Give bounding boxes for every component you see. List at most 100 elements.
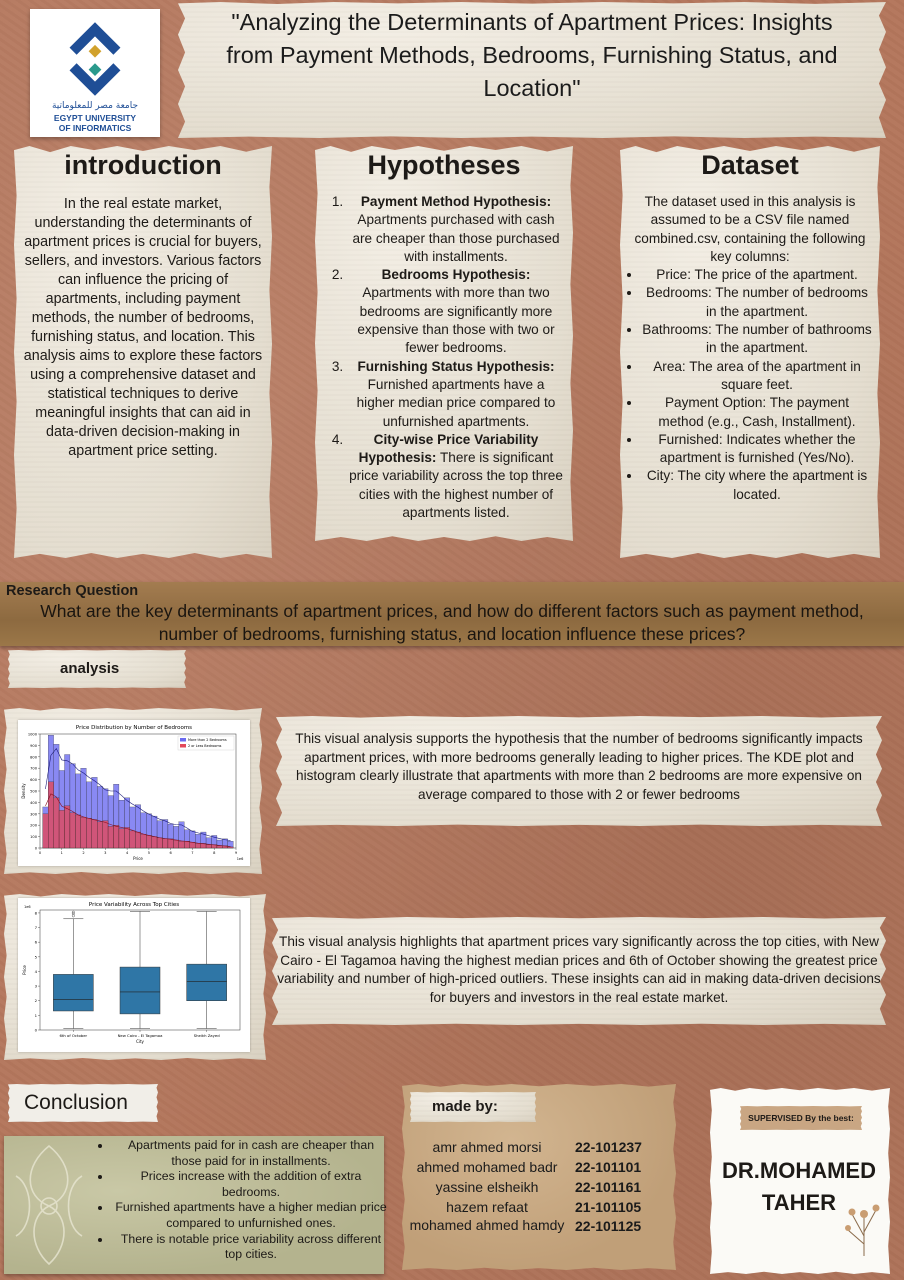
histogram-bar — [97, 821, 103, 849]
dataset-intro: The dataset used in this analysis is ass… — [634, 194, 866, 264]
y-tick-label: 1 — [35, 1013, 38, 1018]
histogram-bar — [91, 819, 98, 849]
histogram-bar — [113, 825, 120, 849]
histogram-bar — [53, 797, 60, 849]
analysis-text-2-panel: This visual analysis highlights that apa… — [272, 917, 886, 1025]
hypothesis-item: City-wise Price Variability Hypothesis: … — [347, 431, 565, 522]
hypothesis-text: Apartments purchased with cash are cheap… — [352, 212, 560, 264]
y-tick-label: 400 — [30, 801, 38, 805]
y-tick-label: 0 — [35, 1028, 38, 1033]
analysis-text-2: This visual analysis highlights that apa… — [277, 934, 881, 1005]
member-name: hazem refaat — [446, 1199, 528, 1215]
outlier-point — [71, 912, 75, 916]
y-tick-label: 200 — [30, 824, 38, 828]
histogram-bar — [184, 841, 190, 849]
x-tick-label: 2 — [82, 851, 84, 855]
hypothesis-title: Furnishing Status Hypothesis: — [357, 358, 555, 374]
bedrooms-price-chart: Price Distribution by Number of Bedrooms… — [21, 725, 243, 861]
histogram-bar — [227, 846, 234, 849]
histogram-bar — [178, 841, 185, 849]
histogram-bar — [64, 805, 71, 849]
hypotheses-heading: Hypotheses — [367, 150, 521, 180]
kde-line — [45, 747, 231, 841]
dataset-heading: Dataset — [701, 150, 799, 180]
histogram-bar — [135, 831, 141, 849]
dataset-column-item: Payment Option: The payment method (e.g.… — [642, 394, 872, 431]
hypothesis-title: Payment Method Hypothesis: — [360, 194, 552, 209]
title-line-2: from Payment Methods, Bedrooms, Furnishi… — [226, 42, 838, 68]
introduction-heading: introduction — [64, 150, 222, 180]
floral-ornament-icon — [15, 1144, 83, 1266]
member-id: 22-101161 — [575, 1179, 642, 1195]
conclusion-list: Apartments paid for in cash are cheaper … — [100, 1138, 390, 1263]
x-tick-label: 7 — [191, 851, 193, 855]
y-tick-label: 600 — [30, 778, 38, 782]
dataset-panel: Dataset The dataset used in this analysi… — [620, 146, 880, 558]
x-tick-label: Sheikh Zayed — [194, 1033, 221, 1038]
team-label: made by: — [410, 1092, 536, 1122]
x-tick-label: 3 — [104, 851, 106, 855]
histogram-bar — [58, 810, 65, 849]
y-tick-label: 0 — [35, 847, 38, 851]
conclusion-item: Furnished apartments have a higher media… — [112, 1200, 390, 1231]
member-name: yassine elsheikh — [435, 1179, 539, 1195]
histogram-bar — [162, 838, 169, 849]
y-tick-label: 1000 — [28, 733, 38, 737]
y-tick-label: 700 — [30, 767, 38, 771]
conclusion-item: There is notable price variability acros… — [112, 1232, 390, 1263]
iqr-box — [186, 963, 227, 1001]
conclusion-label: Conclusion — [8, 1084, 158, 1122]
outlier-point — [71, 914, 75, 918]
hypothesis-item: Furnishing Status Hypothesis: Furnished … — [347, 358, 565, 431]
histogram-bar — [195, 843, 201, 849]
histogram-bar — [205, 844, 212, 849]
introduction-panel: introduction In the real estate market, … — [14, 146, 272, 558]
dataset-columns-list: Price: The price of the apartment. Bedro… — [628, 266, 872, 504]
x-tick-label: 6th of October — [60, 1033, 88, 1038]
member-id: 21-101105 — [575, 1199, 642, 1215]
research-question-line-2: number of bedrooms, furnishing status, a… — [158, 624, 746, 644]
histogram-bar — [146, 835, 152, 849]
hypotheses-list: Payment Method Hypothesis: Apartments pu… — [323, 193, 565, 522]
histogram-bar — [151, 836, 158, 849]
x-tick-label: 1 — [61, 851, 63, 855]
member-id: 22-101125 — [575, 1218, 642, 1234]
research-question-band — [0, 582, 904, 646]
histogram-bar — [118, 828, 125, 849]
analysis-label: analysis — [8, 650, 186, 688]
x-axis-label: City — [136, 1039, 144, 1044]
analysis-text-1: This visual analysis supports the hypoth… — [295, 731, 863, 802]
x-tick-label: 5 — [148, 851, 150, 855]
legend-label: More than 2 Bedrooms — [188, 738, 227, 742]
hypothesis-text: There is significant price variability a… — [349, 450, 563, 521]
histogram-bar — [173, 839, 179, 849]
y-tick-label: 8 — [35, 910, 38, 915]
research-question-line-1: What are the key determinants of apartme… — [40, 601, 864, 621]
supervisor-label: SUPERVISED By the best: — [740, 1106, 862, 1130]
histogram-bar — [75, 814, 81, 849]
x-tick-label: New Cairo - El Tagamoa — [118, 1033, 163, 1038]
y-tick-label: 800 — [30, 755, 38, 759]
box-1 — [53, 910, 94, 1029]
dataset-column-item: Furnished: Indicates whether the apartme… — [642, 431, 872, 468]
x-tick-label: 8 — [213, 851, 216, 855]
dataset-column-item: Area: The area of the apartment in squar… — [642, 358, 872, 395]
conclusion-panel: Apartments paid for in cash are cheaper … — [4, 1136, 387, 1274]
member-id: 22-101237 — [575, 1139, 642, 1155]
histogram-bar — [80, 817, 87, 849]
outlier-point — [71, 910, 75, 914]
member-name: amr ahmed morsi — [432, 1139, 542, 1155]
legend-label: 2 or Less Bedrooms — [188, 744, 222, 748]
x-axis-label: Price — [133, 856, 143, 861]
chart-legend: More than 2 Bedrooms 2 or Less Bedrooms — [177, 735, 235, 751]
member-name: ahmed mohamed badr — [416, 1159, 558, 1175]
chart-title: Price Distribution by Number of Bedrooms — [76, 725, 192, 731]
research-question-label: Research Question — [6, 583, 139, 599]
legend-swatch — [180, 738, 186, 742]
box-2 — [119, 911, 161, 1029]
kde-line — [45, 793, 231, 847]
series-2-or-less-bedrooms — [42, 781, 234, 849]
histogram-bar — [167, 838, 174, 849]
research-question-text: What are the key determinants of apartme… — [0, 600, 904, 646]
conclusion-item: Apartments paid for in cash are cheaper … — [112, 1138, 390, 1169]
